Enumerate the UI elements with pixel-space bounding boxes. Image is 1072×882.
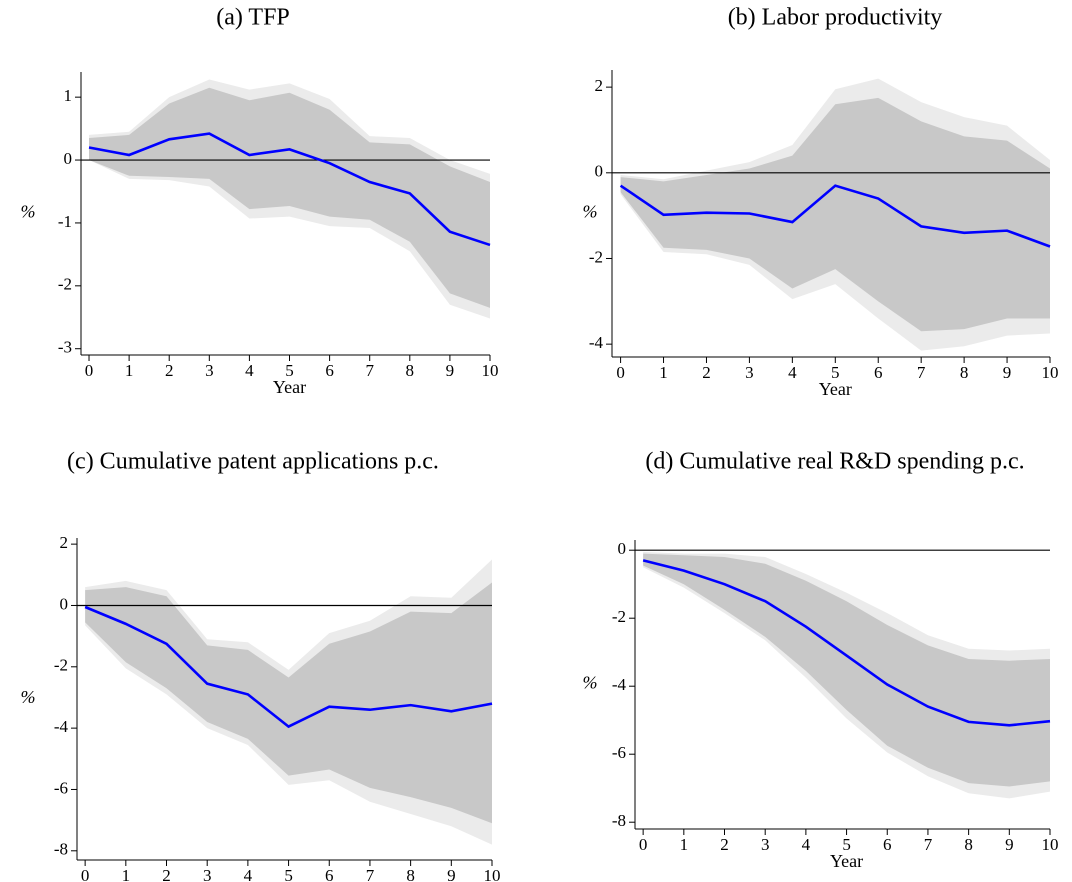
- y-tick-label: -8: [612, 811, 626, 830]
- x-tick-label: 7: [917, 363, 926, 382]
- x-tick-label: 10: [482, 361, 499, 380]
- y-tick-label: -3: [58, 338, 72, 357]
- x-tick-label: 1: [680, 835, 689, 854]
- x-tick-label: 4: [245, 361, 254, 380]
- x-tick-label: 1: [122, 866, 131, 882]
- x-tick-label: 3: [203, 866, 212, 882]
- panel-title: (d) Cumulative real R&D spending p.c.: [645, 449, 1024, 475]
- y-tick-label: 2: [595, 76, 604, 95]
- y-axis-label: %: [583, 202, 598, 222]
- y-tick-label: 1: [64, 86, 73, 105]
- y-tick-label: -4: [612, 675, 627, 694]
- y-tick-label: -8: [54, 840, 68, 859]
- x-tick-label: 2: [165, 361, 174, 380]
- x-axis-label: Year: [819, 379, 852, 399]
- x-tick-label: 4: [802, 835, 811, 854]
- x-tick-label: 2: [720, 835, 729, 854]
- x-tick-label: 5: [285, 361, 294, 380]
- y-tick-label: -1: [58, 212, 72, 231]
- panel-title: (b) Labor productivity: [728, 5, 943, 31]
- x-tick-label: 9: [447, 866, 456, 882]
- x-tick-label: 0: [81, 866, 90, 882]
- x-tick-label: 8: [960, 363, 969, 382]
- x-tick-label: 1: [659, 363, 668, 382]
- x-tick-label: 10: [1042, 835, 1059, 854]
- x-tick-label: 5: [831, 363, 840, 382]
- x-tick-label: 4: [788, 363, 797, 382]
- x-tick-label: 3: [745, 363, 754, 382]
- confidence-band: [620, 97, 1050, 332]
- y-axis-label: %: [583, 673, 598, 693]
- x-tick-label: 9: [1003, 363, 1012, 382]
- x-tick-label: 0: [639, 835, 648, 854]
- x-tick-label: 6: [883, 835, 892, 854]
- estimate-line: [619, 184, 1051, 248]
- x-tick-label: 2: [702, 363, 711, 382]
- x-axis-label: Year: [830, 851, 863, 871]
- x-tick-label: 3: [761, 835, 770, 854]
- x-tick-label: 7: [365, 361, 374, 380]
- y-tick-label: -2: [612, 607, 626, 626]
- x-tick-label: 9: [1005, 835, 1014, 854]
- y-tick-label: -2: [58, 275, 72, 294]
- x-tick-label: 10: [1042, 363, 1059, 382]
- y-tick-label: 0: [595, 162, 604, 181]
- y-axis-label: %: [21, 202, 36, 222]
- x-tick-label: 6: [325, 361, 334, 380]
- x-tick-label: 4: [244, 866, 253, 882]
- confidence-band: [85, 582, 492, 824]
- y-tick-label: -6: [54, 778, 68, 797]
- x-tick-label: 5: [842, 835, 851, 854]
- y-tick-label: -2: [54, 656, 68, 675]
- x-tick-label: 0: [616, 363, 625, 382]
- x-axis-label: Year: [273, 377, 306, 397]
- y-tick-label: -2: [589, 247, 603, 266]
- x-tick-label: 9: [446, 361, 455, 380]
- x-tick-label: 6: [874, 363, 883, 382]
- x-tick-label: 1: [125, 361, 134, 380]
- estimate-line: [642, 559, 1051, 727]
- x-tick-label: 10: [484, 866, 501, 882]
- x-tick-label: 8: [406, 361, 415, 380]
- y-tick-label: -4: [54, 717, 69, 736]
- confidence-band: [89, 87, 491, 308]
- y-tick-label: 0: [618, 539, 627, 558]
- x-tick-label: 3: [205, 361, 214, 380]
- y-tick-label: 0: [60, 594, 69, 613]
- x-tick-label: 8: [964, 835, 973, 854]
- x-tick-label: 8: [406, 866, 415, 882]
- estimate-line: [84, 605, 493, 729]
- y-tick-label: -6: [612, 743, 626, 762]
- panel-title: (c) Cumulative patent applications p.c.: [67, 449, 439, 475]
- y-tick-label: 0: [64, 149, 73, 168]
- y-tick-label: 2: [60, 533, 69, 552]
- y-axis-label: %: [21, 687, 36, 707]
- panel-title: (a) TFP: [216, 5, 290, 31]
- x-tick-label: 6: [325, 866, 334, 882]
- x-tick-label: 0: [85, 361, 94, 380]
- x-tick-label: 5: [284, 866, 293, 882]
- x-tick-label: 7: [366, 866, 375, 882]
- x-tick-label: 2: [162, 866, 171, 882]
- y-tick-label: -4: [589, 333, 604, 352]
- x-tick-label: 7: [924, 835, 933, 854]
- estimate-line: [88, 132, 491, 247]
- confidence-band: [643, 553, 1050, 787]
